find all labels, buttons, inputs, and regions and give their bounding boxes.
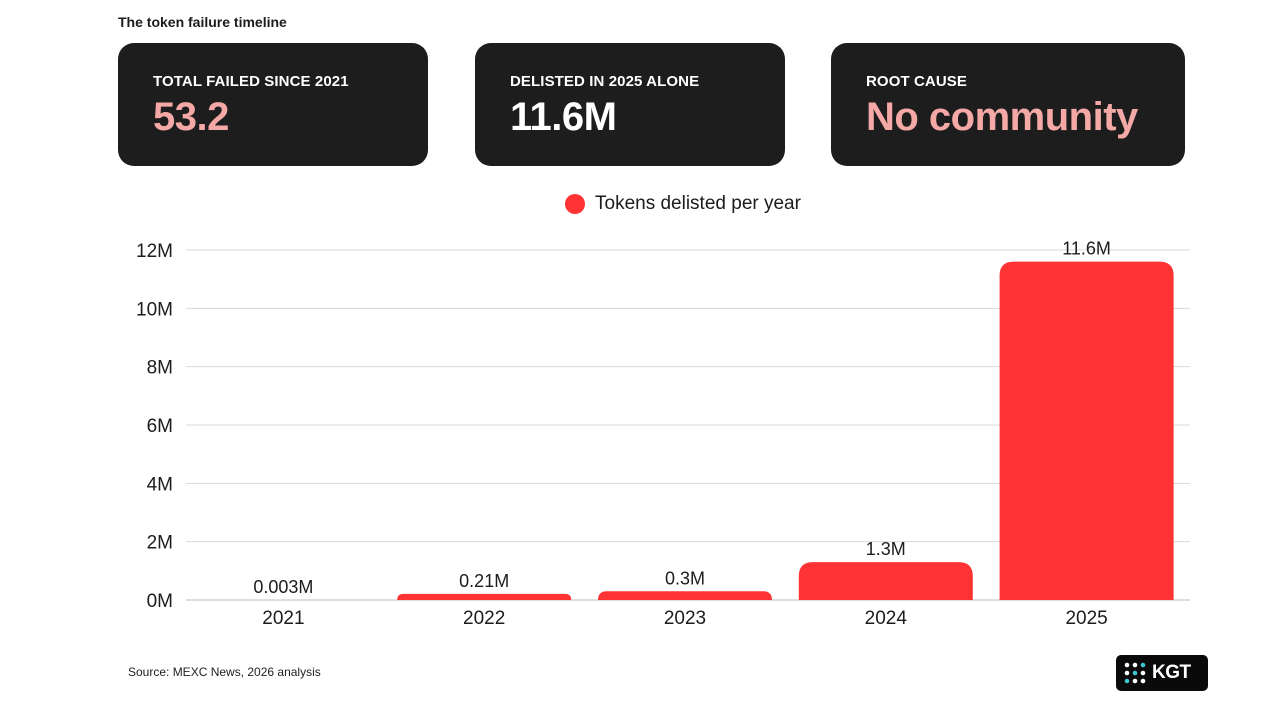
- chart-legend: Tokens delisted per year: [565, 193, 801, 215]
- x-tick-label: 2024: [865, 608, 908, 629]
- stat-value: 11.6M: [510, 95, 617, 139]
- legend-label: Tokens delisted per year: [595, 193, 801, 214]
- x-tick-label: 2022: [463, 608, 505, 629]
- y-tick-label: 6M: [147, 416, 173, 437]
- kgt-logo: KGT: [1116, 655, 1208, 691]
- legend-swatch: [565, 194, 585, 214]
- data-label: 0.003M: [253, 577, 313, 597]
- bar-2025: [999, 261, 1174, 600]
- logo-dots-icon: [1124, 662, 1146, 684]
- stat-card-root-cause: ROOT CAUSE No community: [831, 43, 1185, 166]
- source-note: Source: MEXC News, 2026 analysis: [128, 665, 321, 679]
- bar-2024: [798, 562, 973, 600]
- stat-value: No community: [866, 95, 1138, 139]
- data-label: 1.3M: [866, 539, 906, 559]
- data-label: 0.3M: [665, 568, 705, 588]
- logo-text: KGT: [1152, 662, 1191, 683]
- x-tick-label: 2021: [262, 608, 304, 629]
- y-tick-label: 0M: [147, 591, 173, 612]
- x-tick-label: 2025: [1065, 608, 1107, 629]
- data-label: 11.6M: [1062, 239, 1111, 259]
- y-tick-label: 8M: [147, 358, 173, 379]
- stat-label: TOTAL FAILED SINCE 2021: [153, 73, 349, 90]
- page-title: The token failure timeline: [118, 14, 287, 30]
- x-tick-label: 2023: [664, 608, 706, 629]
- stat-label: ROOT CAUSE: [866, 73, 968, 90]
- y-tick-label: 10M: [136, 299, 173, 320]
- stat-card-delisted-2025: DELISTED IN 2025 ALONE 11.6M: [475, 43, 785, 166]
- stat-card-total-failed: TOTAL FAILED SINCE 2021 53.2: [118, 43, 428, 166]
- y-tick-label: 4M: [147, 474, 173, 495]
- stat-label: DELISTED IN 2025 ALONE: [510, 73, 700, 90]
- y-tick-label: 2M: [147, 533, 173, 554]
- bar-2023: [598, 591, 772, 600]
- bar-2022: [397, 593, 572, 600]
- stat-value: 53.2: [153, 95, 229, 139]
- y-tick-label: 12M: [136, 241, 173, 262]
- data-label: 0.21M: [459, 571, 509, 591]
